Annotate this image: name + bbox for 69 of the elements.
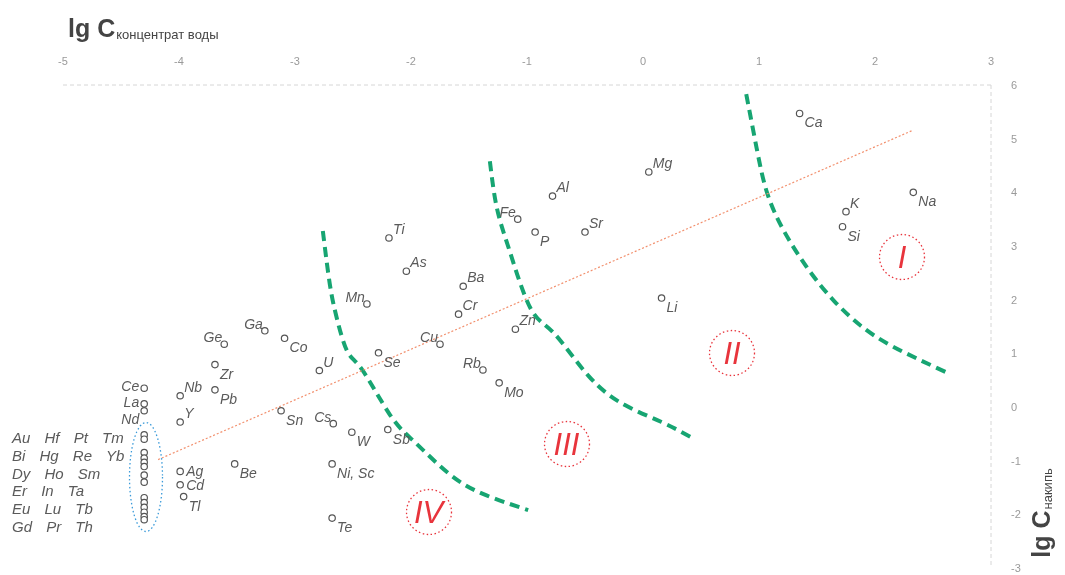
data-label: Zr — [218, 365, 235, 382]
annotation: III — [553, 426, 580, 462]
data-label: Sr — [589, 215, 605, 232]
data-label: Mn — [345, 288, 366, 305]
data-label: Zn — [518, 312, 536, 329]
data-label: Y — [184, 405, 196, 422]
data-label: Sn — [286, 411, 304, 428]
data-label: Ba — [467, 269, 485, 286]
data-label: Pb — [219, 390, 238, 407]
data-label: Ca — [804, 114, 823, 131]
data-label: Sb — [392, 430, 411, 447]
data-label: Si — [847, 227, 861, 244]
y-tick-label: 4 — [1011, 186, 1018, 199]
data-label: Ge — [203, 329, 223, 346]
data-label: Be — [239, 464, 258, 481]
annotation: Dy Ho Sm — [12, 464, 101, 483]
annotation: I — [897, 239, 907, 275]
data-label: Tl — [188, 497, 202, 514]
data-label: Cs — [314, 408, 332, 425]
y-tick-label: 2 — [1011, 293, 1018, 306]
data-label: Nb — [184, 378, 203, 395]
annotation: II — [723, 335, 741, 371]
data-label: W — [356, 433, 372, 450]
data-label: Co — [289, 339, 308, 356]
annotation: IV — [413, 494, 444, 530]
y-tick-label: -3 — [1011, 561, 1021, 574]
data-label: Mg — [652, 154, 673, 171]
data-label: P — [540, 233, 551, 250]
data-label: Cu — [420, 329, 439, 346]
annotation: Er In Ta — [12, 482, 84, 501]
data-label: Rb — [463, 354, 482, 371]
data-label: Fe — [499, 204, 516, 221]
x-tick-label: -3 — [290, 55, 300, 67]
data-label: Li — [666, 299, 679, 316]
data-label: Ni, Sc — [337, 464, 375, 481]
y-tick-label: 1 — [1011, 347, 1018, 360]
annotation: Eu Lu Tb — [12, 500, 93, 519]
data-label: Se — [383, 353, 401, 370]
x-tick-label: -4 — [174, 55, 184, 67]
x-tick-label: 1 — [755, 55, 763, 67]
x-tick-label: 0 — [639, 55, 647, 67]
data-label: Te — [337, 519, 353, 536]
data-label: Al — [555, 179, 570, 196]
x-tick-label: -2 — [406, 55, 416, 67]
data-label: K — [850, 194, 860, 211]
y-tick-label: 3 — [1011, 239, 1018, 252]
annotation: Gd Pr Th — [12, 518, 93, 536]
data-label: Ce — [121, 378, 140, 395]
data-label: As — [409, 254, 427, 271]
y-tick-label: 0 — [1011, 400, 1018, 413]
y-tick-label: 6 — [1011, 78, 1018, 91]
data-label: Na — [918, 193, 937, 210]
data-label: U — [323, 353, 335, 370]
y-tick-label: 5 — [1011, 132, 1018, 145]
y-tick-label: -1 — [1011, 454, 1021, 467]
x-tick-label: -5 — [58, 55, 68, 67]
data-label: Nd — [121, 410, 141, 427]
y-tick-label: -2 — [1011, 508, 1021, 521]
x-tick-label: 2 — [871, 55, 879, 67]
annotation: Bi Hg Re Yb — [12, 446, 125, 465]
data-label: Mo — [504, 383, 524, 400]
data-label: Ga — [244, 315, 264, 332]
x-tick-label: 3 — [987, 55, 995, 67]
x-tick-label: -1 — [522, 55, 532, 67]
data-label: La — [123, 393, 140, 410]
data-label: Cr — [462, 297, 479, 314]
annotation: Au Hf Pt Tm — [12, 429, 124, 447]
data-label: Ti — [392, 220, 406, 237]
x-axis-title: lg C$_{концентрат воды}$ — [68, 14, 219, 43]
